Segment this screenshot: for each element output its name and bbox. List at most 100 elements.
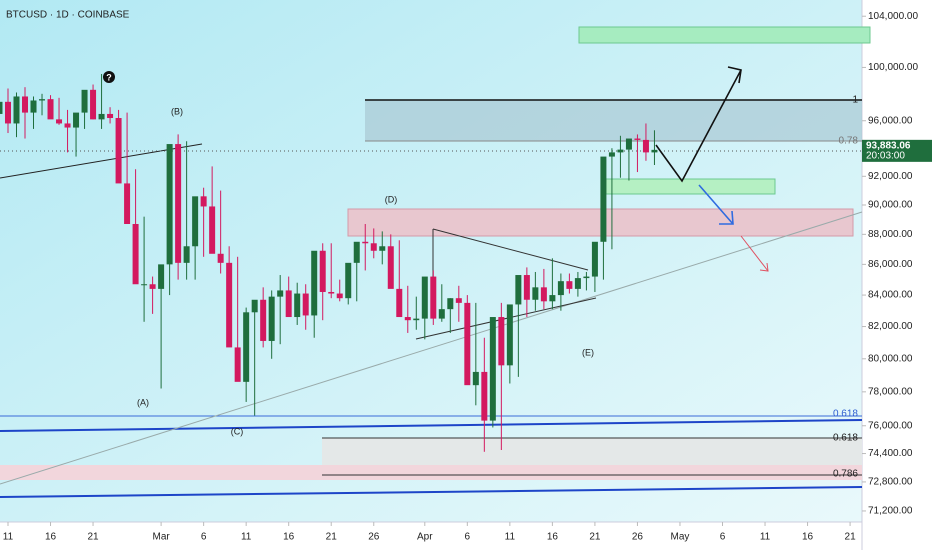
candle-body bbox=[336, 293, 343, 299]
trend-line bbox=[0, 211, 863, 485]
x-tick-label: 11 bbox=[241, 532, 252, 543]
candle-body bbox=[404, 317, 411, 321]
candle-body bbox=[209, 206, 216, 254]
trend-line bbox=[432, 228, 589, 271]
candle-body bbox=[481, 371, 488, 421]
candle-body bbox=[13, 96, 20, 124]
x-tick-label: 21 bbox=[845, 532, 857, 543]
candle-body bbox=[617, 149, 624, 153]
x-tick-label: 6 bbox=[201, 532, 207, 543]
candle-body bbox=[90, 89, 97, 120]
candle-body bbox=[523, 275, 530, 300]
candle-body bbox=[175, 144, 182, 263]
wave-label: (A) bbox=[137, 397, 149, 407]
x-tick-label: 21 bbox=[87, 532, 99, 543]
candle-body bbox=[64, 123, 71, 128]
x-tick-label: May bbox=[671, 532, 690, 543]
wave-label: (B) bbox=[171, 106, 183, 116]
y-tick-label: 90,000.00 bbox=[868, 200, 913, 211]
candle-body bbox=[141, 284, 148, 286]
zone bbox=[365, 100, 862, 141]
x-tick-label: 6 bbox=[465, 532, 471, 543]
candle-body bbox=[47, 99, 54, 120]
y-tick-label: 80,000.00 bbox=[868, 353, 913, 364]
x-tick-label: 26 bbox=[632, 532, 644, 543]
candles bbox=[0, 73, 658, 452]
event-icon-glyph: ? bbox=[106, 72, 112, 82]
y-tick-label: 74,400.00 bbox=[868, 448, 913, 459]
candle-body bbox=[98, 113, 105, 120]
candle-body bbox=[515, 275, 522, 305]
candle-body bbox=[447, 298, 454, 310]
projection-arrow bbox=[655, 69, 742, 183]
candle-body bbox=[540, 287, 547, 302]
candle-body bbox=[107, 113, 114, 119]
candle-body bbox=[302, 293, 309, 316]
candle-body bbox=[285, 290, 292, 318]
candle-body bbox=[243, 312, 250, 382]
trend-line bbox=[0, 486, 863, 498]
candle-body bbox=[566, 281, 573, 289]
projection-arrow bbox=[698, 184, 734, 225]
chart-title: BTCUSD · 1D · COINBASE bbox=[6, 10, 130, 21]
candle-body bbox=[387, 246, 394, 289]
candle-body bbox=[234, 347, 241, 382]
candle-body bbox=[379, 246, 386, 251]
candle-body bbox=[0, 101, 3, 114]
candle-body bbox=[549, 295, 556, 302]
candle-body bbox=[319, 250, 326, 292]
x-tick-label: 6 bbox=[720, 532, 726, 543]
arrow-head bbox=[727, 66, 742, 84]
candle-body bbox=[183, 246, 190, 263]
y-tick-label: 92,000.00 bbox=[868, 171, 913, 182]
candle-body bbox=[345, 262, 352, 299]
candle-body bbox=[642, 139, 649, 153]
candle-body bbox=[166, 144, 173, 265]
candle-body bbox=[455, 298, 462, 303]
candle-body bbox=[532, 287, 539, 300]
level-label: 0.618 bbox=[833, 409, 858, 420]
candle-body bbox=[217, 253, 224, 263]
candle-body bbox=[362, 241, 369, 244]
x-tick-label: 21 bbox=[326, 532, 338, 543]
candle-body bbox=[4, 101, 11, 124]
zone bbox=[0, 465, 862, 480]
drawings: ? bbox=[0, 26, 871, 498]
x-tick-label: 16 bbox=[283, 532, 295, 543]
candle-body bbox=[56, 119, 63, 124]
arrow-head bbox=[719, 210, 734, 225]
zone bbox=[578, 26, 871, 44]
candle-body bbox=[421, 276, 428, 319]
candle-body bbox=[608, 152, 615, 157]
candle-body bbox=[30, 100, 37, 113]
price-axis bbox=[862, 0, 932, 550]
candle-body bbox=[472, 371, 479, 386]
candle-body bbox=[192, 196, 199, 247]
candle-body bbox=[132, 223, 139, 285]
candle-body bbox=[430, 276, 437, 319]
candle-body bbox=[574, 278, 581, 289]
candle-body bbox=[260, 299, 267, 341]
wave-label: (E) bbox=[582, 347, 594, 357]
candle-body bbox=[200, 196, 207, 207]
candle-body bbox=[651, 149, 658, 153]
event-icon[interactable] bbox=[103, 71, 115, 83]
candle-body bbox=[489, 317, 496, 421]
candle-body bbox=[591, 241, 598, 277]
x-tick-label: Apr bbox=[417, 532, 433, 543]
level-label: 1 bbox=[852, 95, 858, 106]
candle-body bbox=[396, 288, 403, 318]
y-tick-label: 72,800.00 bbox=[868, 477, 913, 488]
candle-body bbox=[370, 243, 377, 251]
candle-body bbox=[81, 89, 88, 113]
trend-line bbox=[415, 297, 597, 340]
x-tick-label: 16 bbox=[45, 532, 57, 543]
last-price-label: 93,883.06 bbox=[866, 140, 911, 151]
level-label: 0.618 bbox=[833, 433, 858, 444]
level-label: 0.78 bbox=[839, 136, 859, 147]
y-tick-label: 76,000.00 bbox=[868, 420, 913, 431]
candle-body bbox=[464, 302, 471, 386]
candle-body bbox=[158, 264, 165, 289]
candle-body bbox=[353, 241, 360, 263]
candle-body bbox=[277, 290, 284, 297]
